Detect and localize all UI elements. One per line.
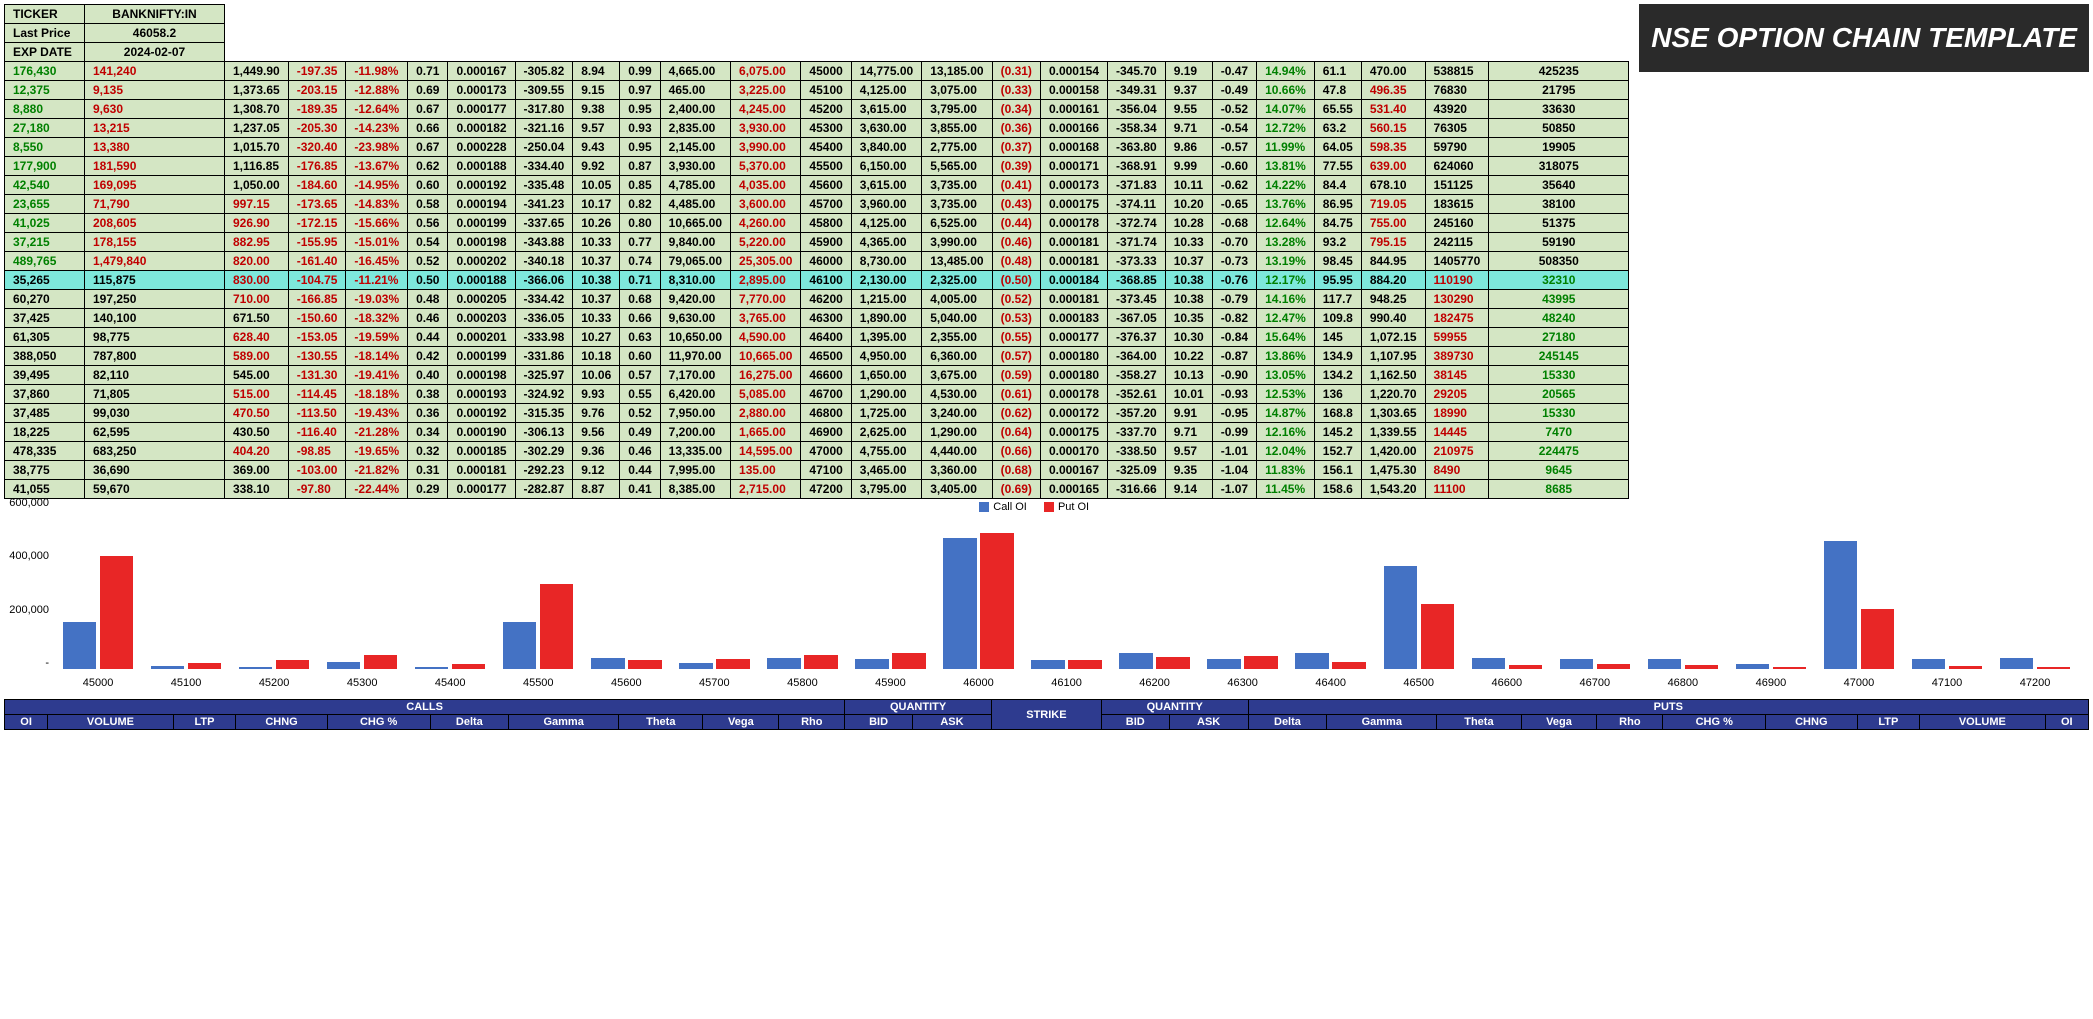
option-chain-table: CALLSQUANTITYSTRIKEQUANTITYPUTSOIVOLUMEL…: [4, 699, 2089, 730]
table-head: CALLSQUANTITYSTRIKEQUANTITYPUTSOIVOLUMEL…: [5, 700, 2089, 730]
price-value: 46058.2: [85, 24, 225, 43]
bars-container: [54, 509, 2079, 669]
page-title: NSE OPTION CHAIN TEMPLATE: [1639, 4, 2089, 72]
ticker-label: TICKER: [5, 5, 85, 24]
oi-chart: Call OI Put OI -200,000400,000600,000 45…: [54, 509, 2079, 689]
info-table: TICKERBANKNIFTY:IN Last Price46058.2 EXP…: [4, 4, 1629, 499]
header-row: TICKERBANKNIFTY:IN Last Price46058.2 EXP…: [4, 4, 2089, 499]
exp-label: EXP DATE: [5, 43, 85, 62]
ticker-value: BANKNIFTY:IN: [85, 5, 225, 24]
y-axis: -200,000400,000600,000: [4, 509, 49, 669]
price-label: Last Price: [5, 24, 85, 43]
x-labels: 4500045100452004530045400455004560045700…: [54, 677, 2079, 689]
exp-value: 2024-02-07: [85, 43, 225, 62]
